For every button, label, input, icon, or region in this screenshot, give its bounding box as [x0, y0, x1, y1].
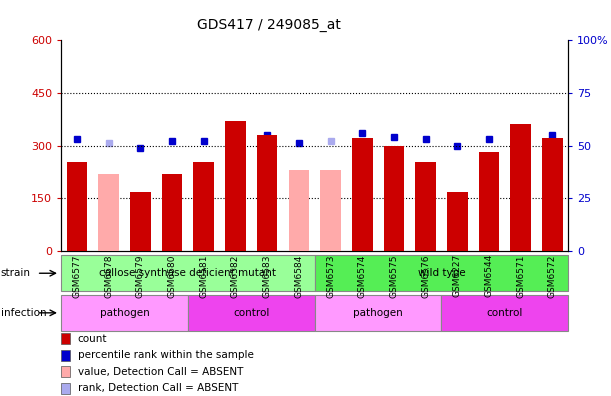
Text: count: count	[78, 333, 107, 344]
Bar	[61, 255, 315, 291]
Text: infection: infection	[1, 308, 46, 318]
Text: rank, Detection Call = ABSENT: rank, Detection Call = ABSENT	[78, 383, 238, 394]
Bar	[315, 255, 568, 291]
Bar	[225, 121, 246, 251]
Text: wild type: wild type	[418, 268, 465, 278]
Bar	[352, 138, 373, 251]
Text: control: control	[233, 308, 269, 318]
Bar	[194, 162, 214, 251]
Bar	[384, 146, 404, 251]
Text: percentile rank within the sample: percentile rank within the sample	[78, 350, 254, 360]
Text: value, Detection Call = ABSENT: value, Detection Call = ABSENT	[78, 367, 243, 377]
Bar	[542, 138, 563, 251]
Text: strain: strain	[1, 268, 31, 278]
Bar	[61, 295, 188, 331]
Text: control: control	[486, 308, 523, 318]
Bar	[67, 162, 87, 251]
Bar	[130, 192, 151, 251]
Bar	[415, 162, 436, 251]
Bar	[320, 170, 341, 251]
Bar	[98, 174, 119, 251]
Bar	[162, 175, 182, 251]
Bar	[257, 135, 277, 251]
Text: pathogen: pathogen	[353, 308, 403, 318]
Bar	[315, 295, 441, 331]
Bar	[288, 170, 309, 251]
Text: callose synthase deficient mutant: callose synthase deficient mutant	[100, 268, 276, 278]
Bar	[510, 124, 531, 251]
Text: pathogen: pathogen	[100, 308, 149, 318]
Bar	[478, 152, 499, 251]
Bar	[188, 295, 315, 331]
Bar	[447, 192, 467, 251]
Text: GDS417 / 249085_at: GDS417 / 249085_at	[197, 18, 341, 32]
Bar	[441, 295, 568, 331]
